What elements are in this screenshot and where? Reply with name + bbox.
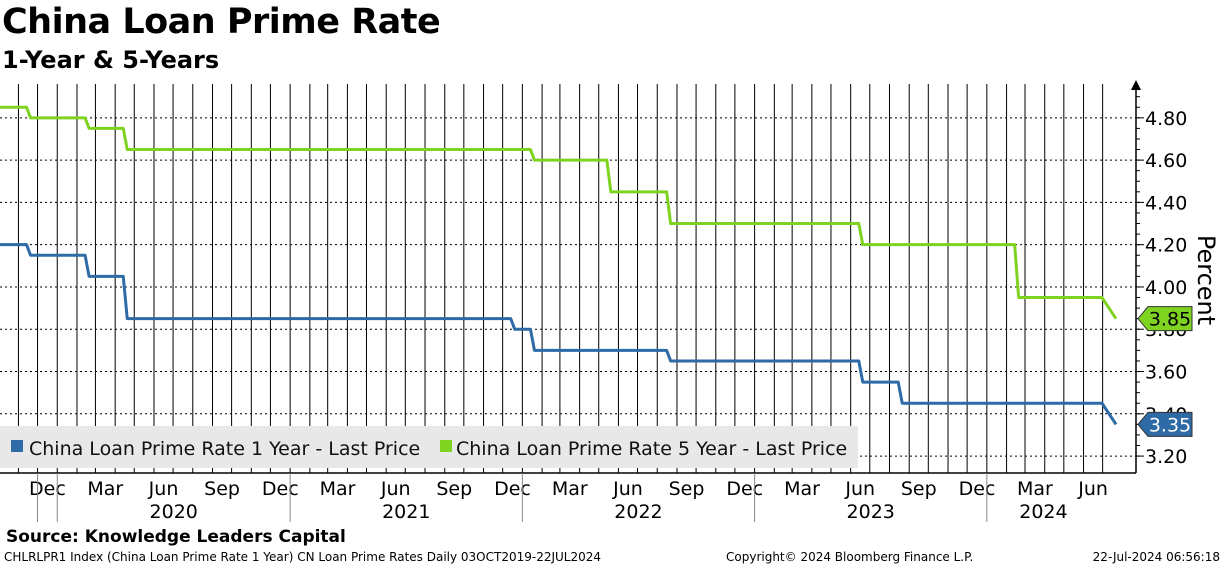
x-tick-label-year: 2023 — [847, 501, 895, 523]
y-tick-label: 4.20 — [1145, 235, 1187, 257]
series-lines — [0, 105, 1118, 426]
x-tick-label-month: Sep — [204, 478, 240, 500]
x-tick-label-month: Dec — [494, 478, 531, 500]
source-note: Source: Knowledge Leaders Capital — [6, 527, 346, 547]
last-value-badge-one-year — [1137, 411, 1193, 437]
x-tick-label-month: Mar — [320, 478, 356, 500]
y-tick-label: 4.40 — [1145, 192, 1187, 214]
x-tick-label-month: Jun — [1077, 478, 1108, 500]
chart-title: China Loan Prime Rate — [2, 2, 441, 42]
y-tick-label: 4.80 — [1145, 108, 1187, 130]
x-tick-label-month: Jun — [844, 478, 875, 500]
footer-copyright: Copyright© 2024 Bloomberg Finance L.P. — [726, 550, 974, 564]
y-tick-label: 4.60 — [1145, 150, 1187, 172]
grid-lines — [0, 84, 1136, 473]
chart-subtitle: 1-Year & 5-Years — [2, 46, 220, 74]
x-tick-label-month: Dec — [959, 478, 996, 500]
last-value-label-one-year: 3.35 — [1149, 414, 1191, 436]
x-tick-label-month: Mar — [1017, 478, 1053, 500]
legend: China Loan Prime Rate 1 Year - Last Pric… — [0, 426, 858, 468]
legend-background — [0, 426, 858, 468]
y-axis-label: Percent — [1192, 235, 1220, 325]
x-tick-label-month: Sep — [669, 478, 705, 500]
y-tick-label: 3.20 — [1145, 446, 1187, 468]
x-tick-label-month: Dec — [29, 478, 66, 500]
x-tick-label-month: Jun — [380, 478, 411, 500]
x-tick-label-year: 2020 — [150, 501, 198, 523]
footer-timestamp: 22-Jul-2024 06:56:18 — [1092, 550, 1220, 564]
x-tick-label-year: 2022 — [614, 501, 662, 523]
series-line-one-year — [0, 243, 1118, 426]
x-tick-label-month: Dec — [262, 478, 299, 500]
x-axis: Dec Mar Jun Sep Dec Mar Jun Sep Dec Mar Jun Sep Dec M… — [0, 472, 1136, 523]
x-tick-label-month: Mar — [87, 478, 123, 500]
x-tick-label-month: Mar — [784, 478, 820, 500]
x-tick-label-month: Mar — [552, 478, 588, 500]
x-tick-label-year: 2024 — [1019, 501, 1067, 523]
legend-label-five-year: China Loan Prime Rate 5 Year - Last Pric… — [456, 438, 847, 460]
x-tick-label-year: 2021 — [382, 501, 430, 523]
x-tick-label-month: Dec — [726, 478, 763, 500]
last-value-callouts: 3.35 3.85 — [1137, 306, 1193, 437]
x-tick-label-month: Sep — [901, 478, 937, 500]
y-axis-arrow — [1131, 80, 1141, 90]
footer-index-info: CHLRLPR1 Index (China Loan Prime Rate 1 … — [4, 550, 602, 564]
last-value-badge-five-year — [1137, 306, 1193, 332]
last-value-label-five-year: 3.85 — [1149, 309, 1191, 331]
legend-swatch-one-year — [11, 440, 23, 452]
x-tick-label-month: Jun — [612, 478, 643, 500]
y-tick-label: 4.00 — [1145, 277, 1187, 299]
y-tick-label: 3.60 — [1145, 362, 1187, 384]
x-tick-label-month: Sep — [436, 478, 472, 500]
series-line-five-year — [0, 105, 1118, 320]
legend-swatch-five-year — [440, 440, 452, 452]
x-tick-label-month: Jun — [148, 478, 179, 500]
legend-label-one-year: China Loan Prime Rate 1 Year - Last Pric… — [29, 438, 420, 460]
